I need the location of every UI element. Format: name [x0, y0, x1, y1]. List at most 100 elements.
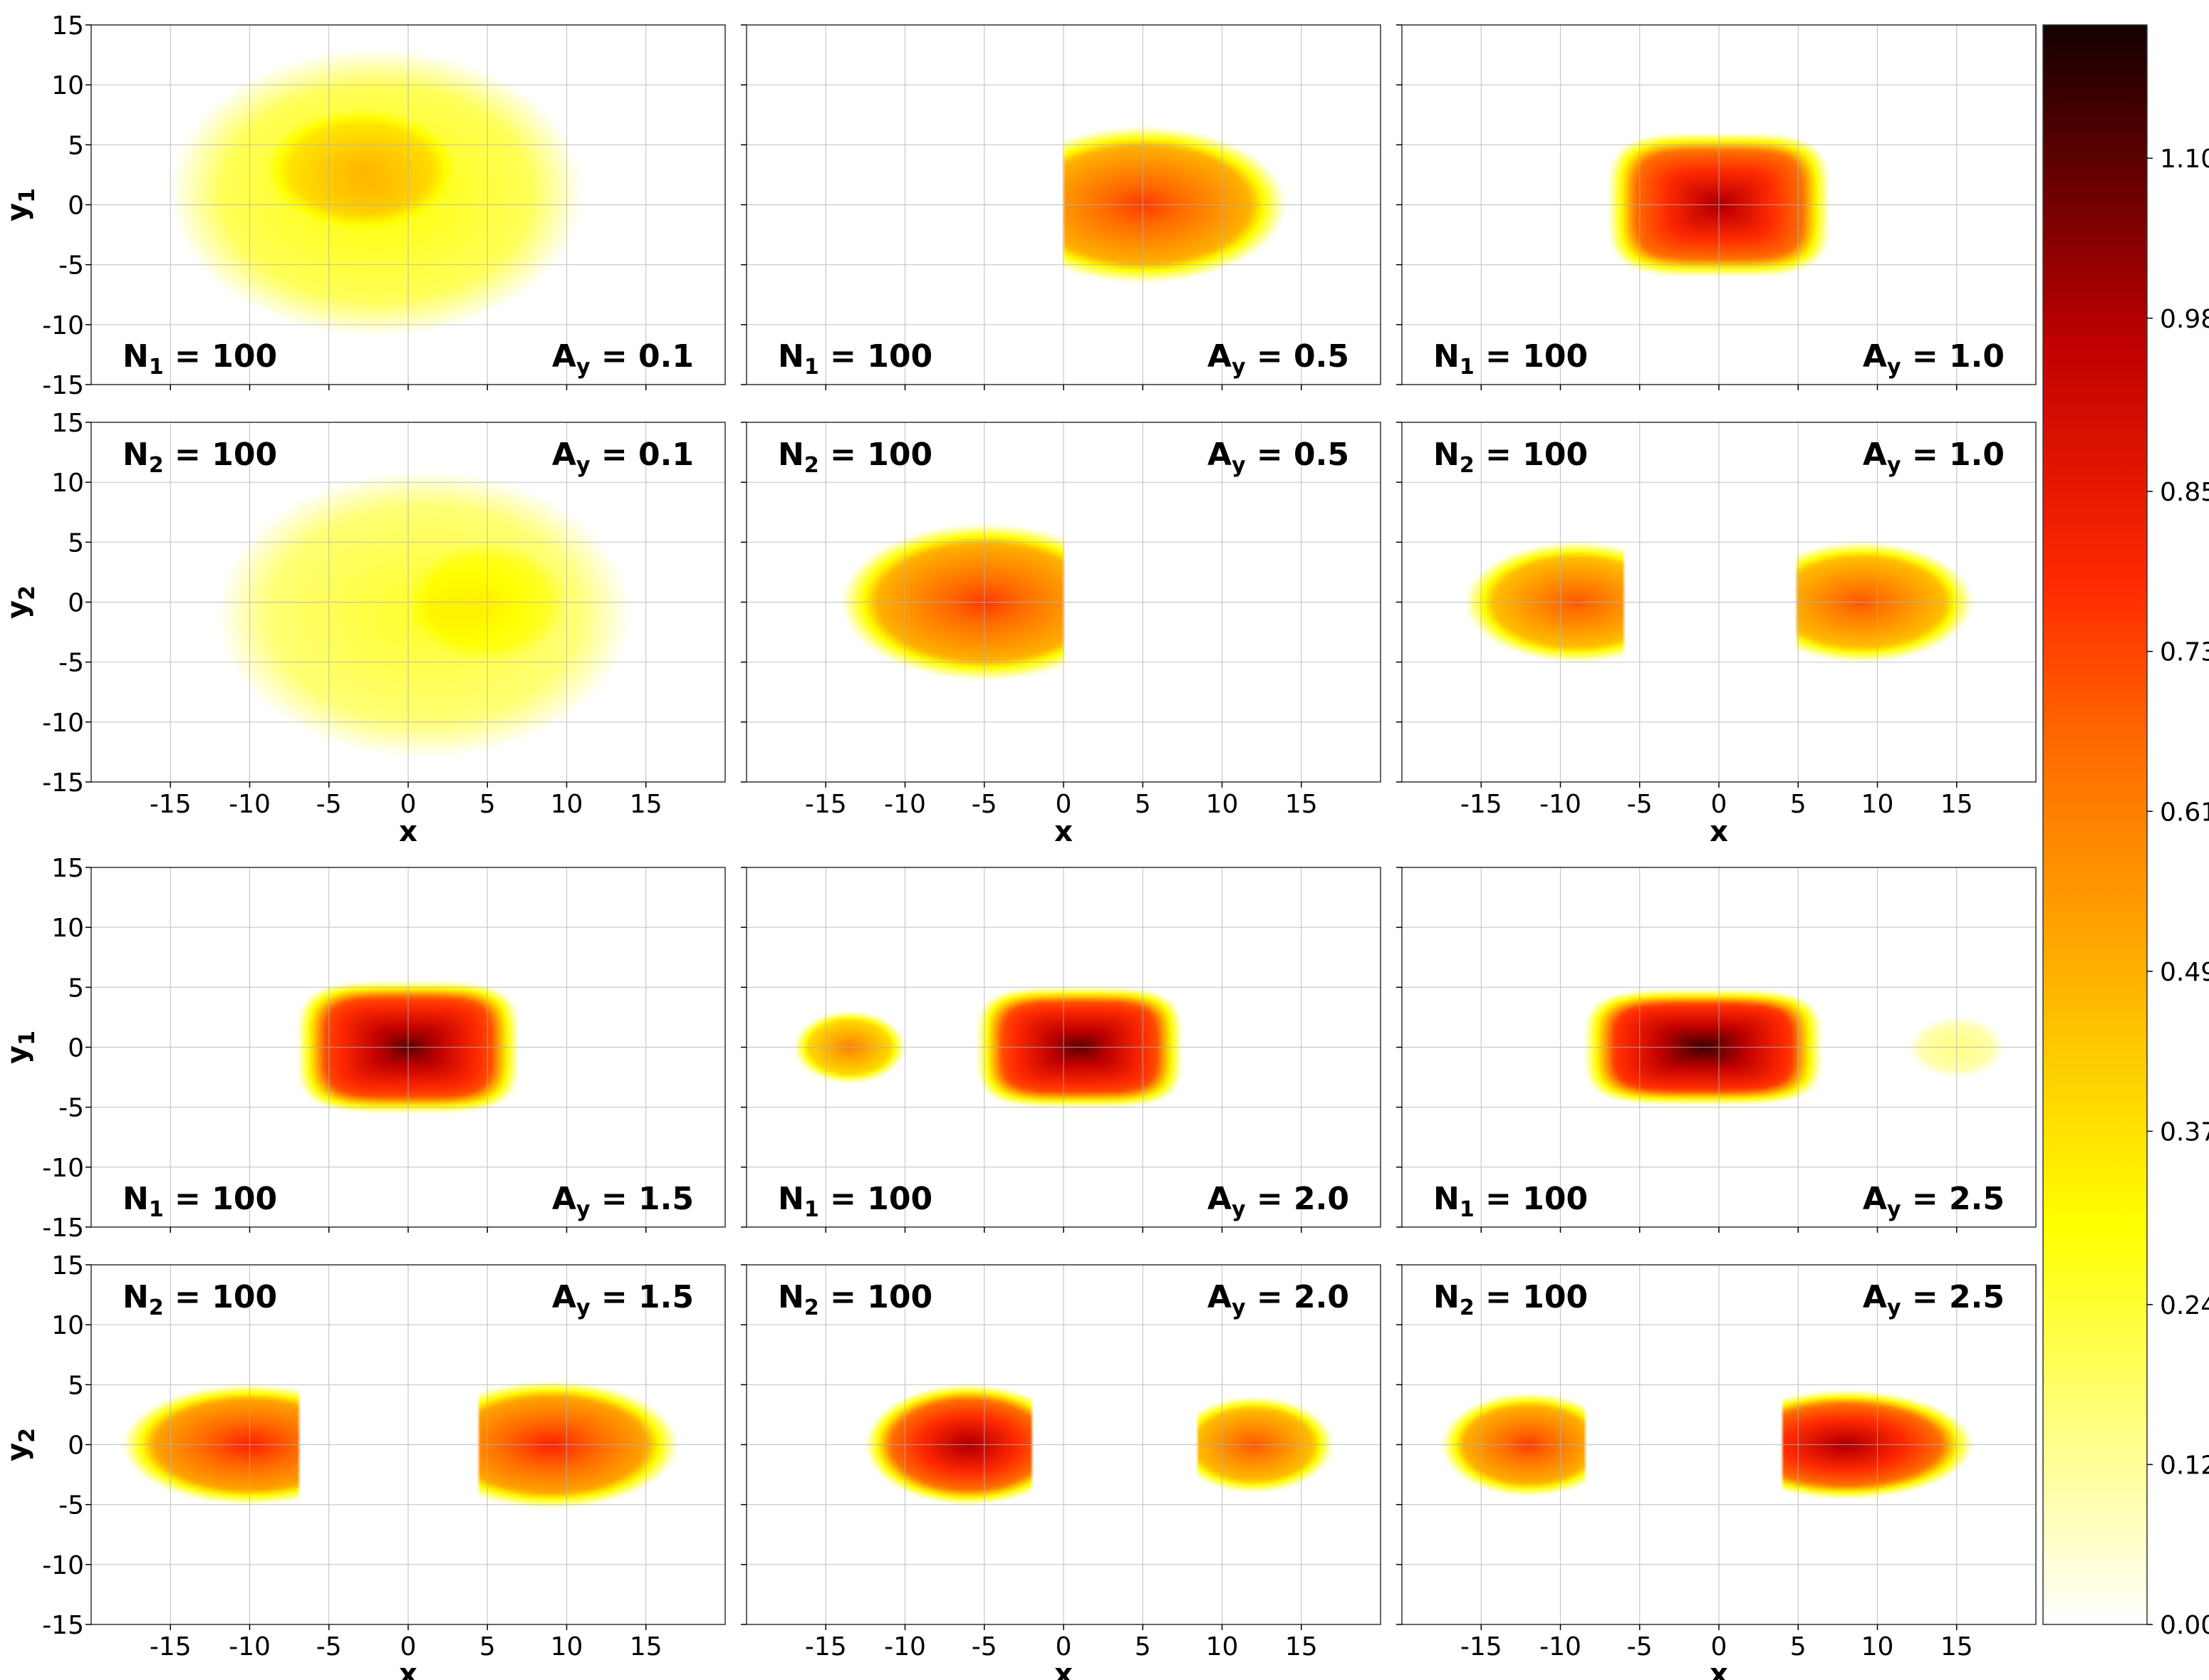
x-tick-label: 15 — [1940, 1632, 1973, 1661]
x-tick-label: -15 — [805, 1632, 847, 1661]
panel-r0-c1: N1 = 100 Ay = 0.5 — [741, 24, 1381, 390]
a-annotation-value: = 2.0 — [1246, 1181, 1349, 1217]
n-annotation-sub: 1 — [1460, 1197, 1475, 1222]
panel-r1-c1: -15 -10 -5 0 5 10 15 x N2 = 100 Ay = 0.5 — [741, 422, 1381, 848]
a-annotation-sub: y — [1887, 453, 1901, 478]
a-annotation-sub: y — [1232, 1295, 1246, 1320]
y-axis-label: y2 — [1, 1428, 40, 1461]
n-annotation-value: = 100 — [819, 437, 932, 473]
x-tick-label: -15 — [805, 790, 847, 819]
x-tick-label: 0 — [1711, 790, 1727, 819]
x-axis-label: x — [1054, 815, 1073, 848]
x-tick-label: -15 — [150, 790, 192, 819]
colorbar-tick-label: 0.73 — [2160, 638, 2209, 667]
x-tick-label: 5 — [479, 790, 496, 819]
y-tick-label: -5 — [58, 1491, 84, 1520]
a-annotation-sub: y — [1232, 453, 1246, 478]
grid — [91, 867, 725, 1227]
a-annotation-value: = 0.1 — [591, 338, 694, 375]
a-annotation: Ay = 0.5 — [1207, 437, 1349, 478]
colorbar-tick-label: 0.61 — [2160, 798, 2209, 827]
a-annotation-sub: y — [576, 1295, 591, 1320]
y-tick-label: 15 — [51, 409, 84, 438]
a-annotation-sub: y — [576, 1197, 591, 1222]
n-annotation: N1 = 100 — [778, 338, 932, 380]
y-tick-label: 10 — [51, 469, 84, 498]
y-tick-label: 5 — [68, 528, 84, 558]
grid — [747, 422, 1381, 782]
n-annotation: N2 = 100 — [778, 437, 932, 478]
n-annotation-sub: 1 — [804, 355, 819, 380]
x-axis-label: x — [1054, 1658, 1073, 1680]
x-tick-label: -15 — [150, 1632, 192, 1661]
a-annotation: Ay = 0.1 — [552, 437, 694, 478]
y-axis-label-sub: 1 — [15, 1031, 40, 1045]
a-annotation-value: = 2.0 — [1246, 1279, 1349, 1315]
x-tick-label: 10 — [1206, 1632, 1239, 1661]
grid — [747, 25, 1381, 385]
a-annotation-value: = 0.5 — [1246, 437, 1349, 473]
a-annotation-sub: y — [576, 453, 591, 478]
colorbar-tick-label: 0.98 — [2160, 305, 2209, 334]
a-annotation-sub: y — [576, 355, 591, 380]
y-tick-label: -5 — [58, 1094, 84, 1123]
x-axis-label: x — [1710, 1658, 1728, 1680]
grid — [1402, 867, 2036, 1227]
n-annotation-value: = 100 — [164, 437, 277, 473]
n-annotation: N2 = 100 — [123, 437, 277, 478]
a-annotation-sub: y — [1232, 1197, 1246, 1222]
x-tick-label: -10 — [1539, 1632, 1581, 1661]
y-tick-label: -10 — [42, 311, 84, 340]
n-annotation-sub: 1 — [1460, 355, 1475, 380]
y-tick-label: 0 — [68, 1034, 84, 1063]
x-tick-label: 10 — [1861, 1632, 1894, 1661]
y-axis-label-sub: 2 — [15, 1428, 40, 1443]
y-tick-label: 10 — [51, 914, 84, 943]
y-axis-label: y2 — [1, 585, 40, 619]
n-annotation: N2 = 100 — [123, 1279, 277, 1320]
x-tick-label: 5 — [479, 1632, 496, 1661]
colorbar-gradient — [2042, 24, 2148, 1625]
y-tick-label: 10 — [51, 71, 84, 100]
x-tick-label: -10 — [229, 790, 271, 819]
y-tick-label: 5 — [68, 1371, 84, 1400]
a-annotation-sub: y — [1232, 355, 1246, 380]
a-annotation: Ay = 1.0 — [1863, 338, 2005, 380]
x-tick-label: 0 — [400, 790, 417, 819]
y-tick-label: -10 — [42, 709, 84, 738]
n-annotation: N1 = 100 — [1433, 338, 1588, 380]
a-annotation: Ay = 2.0 — [1207, 1181, 1349, 1222]
y-tick-label: -5 — [58, 649, 84, 678]
n-annotation-value: = 100 — [164, 338, 277, 375]
x-tick-label: 0 — [1056, 1632, 1072, 1661]
x-tick-label: 5 — [1135, 790, 1151, 819]
a-annotation: Ay = 0.1 — [552, 338, 694, 380]
n-annotation: N1 = 100 — [778, 1181, 932, 1222]
y-tick-label: -5 — [58, 251, 84, 281]
n-annotation-sub: 1 — [804, 1197, 819, 1222]
x-tick-label: 5 — [1790, 1632, 1807, 1661]
x-tick-label: 0 — [1056, 790, 1072, 819]
colorbar-tick-label: 0.12 — [2160, 1451, 2209, 1480]
a-annotation-sub: y — [1887, 1197, 1901, 1222]
n-annotation-value: = 100 — [819, 338, 932, 375]
x-tick-label: -10 — [229, 1632, 271, 1661]
n-annotation-value: = 100 — [1475, 437, 1588, 473]
x-tick-label: -15 — [1460, 790, 1502, 819]
n-annotation: N1 = 100 — [123, 1181, 277, 1222]
grid — [1402, 1265, 2036, 1624]
x-tick-label: 0 — [1711, 1632, 1727, 1661]
n-annotation-value: = 100 — [819, 1279, 932, 1315]
x-tick-label: 5 — [1135, 1632, 1151, 1661]
y-tick-label: 10 — [51, 1311, 84, 1340]
panel-r3-c2: -15 -10 -5 0 5 10 15 x N2 = 100 Ay = 2.5 — [1396, 1264, 2037, 1680]
y-tick-label: 15 — [51, 1251, 84, 1280]
y-tick-label: -15 — [42, 1214, 84, 1243]
x-axis-label: x — [399, 815, 417, 848]
grid — [91, 25, 725, 385]
